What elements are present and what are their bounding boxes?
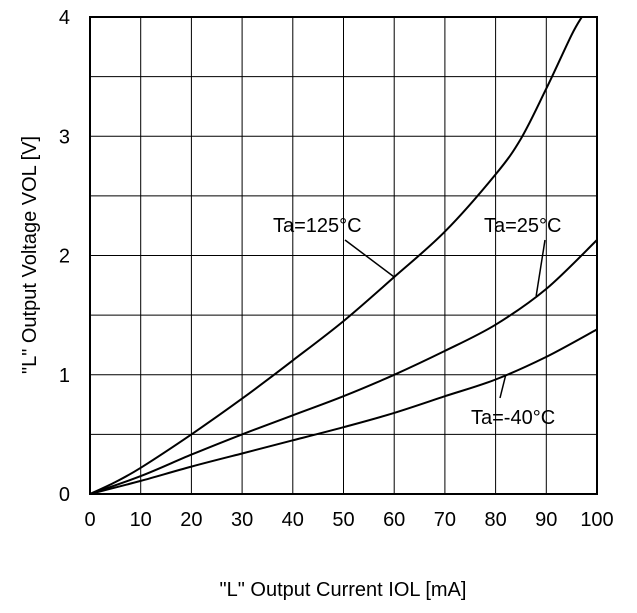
series-annotation-label: Ta=-40°C (471, 407, 555, 429)
x-tick-label: 20 (180, 509, 202, 531)
y-tick-label: 4 (59, 7, 70, 29)
x-tick-label: 90 (535, 509, 557, 531)
x-axis-label: "L" Output Current IOL [mA] (220, 579, 467, 601)
x-tick-label: 30 (231, 509, 253, 531)
y-tick-label: 2 (59, 246, 70, 268)
x-tick-label: 0 (84, 509, 95, 531)
x-tick-labels: 0 10 20 30 40 50 60 70 80 90 100 (84, 509, 613, 531)
x-tick-label: 100 (580, 509, 613, 531)
series-line-2 (89, 328, 598, 495)
x-tick-label: 10 (130, 509, 152, 531)
series-annotations: Ta=125°C Ta=25°C Ta=-40°C (273, 215, 562, 429)
y-tick-label: 3 (59, 126, 70, 148)
y-tick-label: 0 (59, 484, 70, 506)
series-annotation-label: Ta=125°C (273, 215, 362, 237)
y-tick-label: 1 (59, 365, 70, 387)
grid (90, 17, 597, 494)
annotation-leader (344, 239, 395, 278)
series-annotation-label: Ta=25°C (484, 215, 562, 237)
series-line-1 (89, 239, 598, 495)
plot-frame (89, 16, 598, 495)
y-tick-labels: 0 1 2 3 4 (59, 7, 70, 506)
annotation-leader (499, 374, 507, 399)
x-tick-label: 80 (484, 509, 506, 531)
x-tick-label: 70 (434, 509, 456, 531)
series-curves (89, 16, 598, 495)
annotation-leader (535, 239, 546, 297)
y-axis-label: "L" Output Voltage VOL [V] (19, 136, 41, 374)
series-line-0 (89, 16, 583, 495)
x-tick-label: 40 (282, 509, 304, 531)
x-tick-label: 50 (332, 509, 354, 531)
x-tick-label: 60 (383, 509, 405, 531)
